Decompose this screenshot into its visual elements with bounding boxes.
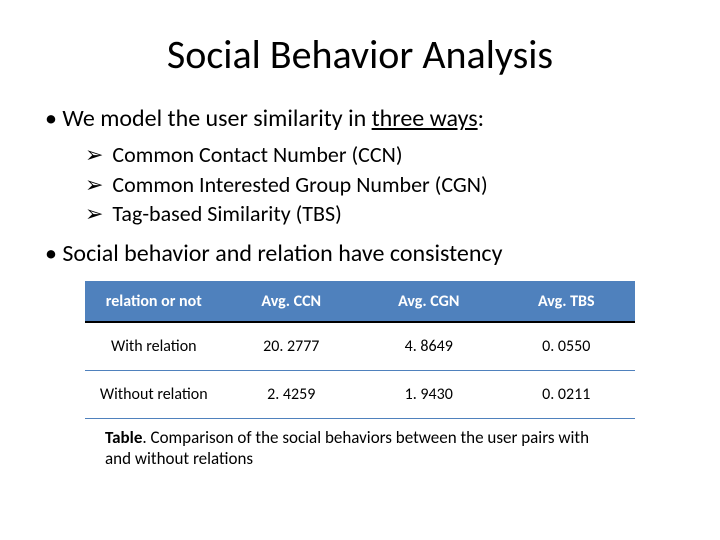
bullet-consistency: Social behavior and relation have consis… bbox=[45, 239, 685, 269]
bullet-text-underlined: three ways bbox=[372, 104, 478, 133]
cell: 0. 0550 bbox=[498, 322, 636, 371]
slide-title: Social Behavior Analysis bbox=[35, 30, 685, 79]
subitem-ccn: Common Contact Number (CCN) bbox=[85, 140, 685, 170]
col-ccn: Avg. CCN bbox=[223, 282, 361, 323]
bullet-text-post: : bbox=[478, 104, 484, 133]
col-cgn: Avg. CGN bbox=[360, 282, 498, 323]
cell: 0. 0211 bbox=[498, 371, 636, 419]
cell: 20. 2777 bbox=[223, 322, 361, 371]
table-caption: Table. Comparison of the social behavior… bbox=[105, 427, 615, 470]
cell: Without relation bbox=[85, 371, 223, 419]
caption-label: Table bbox=[105, 427, 142, 448]
sublist-ways: Common Contact Number (CCN) Common Inter… bbox=[85, 140, 685, 229]
slide: Social Behavior Analysis We model the us… bbox=[0, 0, 720, 540]
bullet-similarity: We model the user similarity in three wa… bbox=[45, 104, 685, 134]
table-header-row: relation or not Avg. CCN Avg. CGN Avg. T… bbox=[85, 282, 635, 323]
table-row: Without relation 2. 4259 1. 9430 0. 0211 bbox=[85, 371, 635, 419]
subitem-cgn: Common Interested Group Number (CGN) bbox=[85, 170, 685, 200]
bullet-text-pre: We model the user similarity in bbox=[62, 104, 371, 133]
col-tbs: Avg. TBS bbox=[498, 282, 636, 323]
cell: 2. 4259 bbox=[223, 371, 361, 419]
cell: 1. 9430 bbox=[360, 371, 498, 419]
table-row: With relation 20. 2777 4. 8649 0. 0550 bbox=[85, 322, 635, 371]
comparison-table-wrap: relation or not Avg. CCN Avg. CGN Avg. T… bbox=[85, 281, 635, 419]
subitem-tbs: Tag-based Similarity (TBS) bbox=[85, 199, 685, 229]
cell: With relation bbox=[85, 322, 223, 371]
cell: 4. 8649 bbox=[360, 322, 498, 371]
caption-text: . Comparison of the social behaviors bet… bbox=[105, 427, 589, 469]
col-relation: relation or not bbox=[85, 282, 223, 323]
comparison-table: relation or not Avg. CCN Avg. CGN Avg. T… bbox=[85, 281, 635, 419]
